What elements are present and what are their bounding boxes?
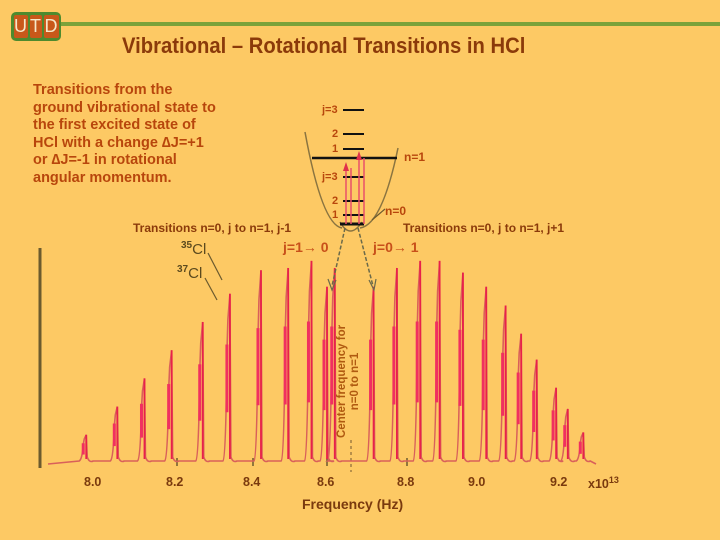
x-tick-8-6: 8.6 (317, 475, 335, 489)
p-branch-label: Transitions n=0, j to n=1, j-1 (133, 221, 292, 235)
spectrum-trace (47, 260, 597, 465)
isotope-35-symbol: Cl (192, 241, 207, 258)
center-frequency-note: Center frequency for n=0 to n=1 (336, 325, 362, 438)
x-axis-label: Frequency (Hz) (302, 496, 404, 512)
x-axis-multiplier: x1013 (588, 475, 619, 491)
x-tick-8-8: 8.8 (397, 475, 415, 489)
lower-level-j1: 1 (332, 209, 339, 221)
r-branch-label: Transitions n=0, j to n=1, j+1 (403, 221, 565, 235)
upper-level-j1: 1 (332, 143, 339, 155)
multiplier-base: x10 (588, 477, 609, 492)
logo-letter-u: U (14, 15, 28, 38)
header-rule (60, 22, 720, 26)
lower-level-j3: j=3 (322, 171, 338, 183)
isotope-37cl-label: 37Cl (177, 264, 202, 282)
multiplier-exponent: 13 (608, 475, 619, 485)
isotope-37-mass: 37 (177, 264, 189, 275)
center-note-line1: Center frequency for (336, 324, 348, 438)
center-note-line2: n=0 to n=1 (349, 352, 361, 411)
x-tick-8-4: 8.4 (243, 475, 261, 489)
isotope-pointer-arrows (204, 252, 223, 301)
logo-letter-d: D (44, 15, 59, 38)
isotope-35-mass: 35 (181, 240, 193, 251)
description-text: Transitions from the ground vibrational … (33, 82, 216, 186)
x-tick-9-0: 9.0 (468, 475, 486, 489)
logo-letter-t: T (30, 15, 42, 38)
upper-level-j3: j=3 (322, 104, 338, 116)
x-tick-9-2: 9.2 (550, 475, 568, 489)
energy-level-diagram (304, 109, 399, 232)
n1-label: n=1 (404, 150, 426, 164)
spectrum-peaks (47, 260, 597, 465)
transition-pointer-arrows (331, 227, 374, 287)
lower-level-j2: 2 (332, 195, 339, 207)
n0-label: n=0 (385, 204, 407, 218)
x-tick-8-0: 8.0 (84, 475, 102, 489)
isotope-35cl-label: 35Cl (181, 240, 206, 258)
upper-level-j2: 2 (332, 128, 339, 140)
page-title: Vibrational – Rotational Transitions in … (122, 33, 526, 58)
x-tick-8-2: 8.2 (166, 475, 184, 489)
isotope-37-symbol: Cl (188, 265, 203, 282)
r-first-transition: j=0→ 1 (373, 239, 419, 255)
utd-logo: U T D (11, 12, 61, 41)
p-first-transition: j=1→ 0 (283, 239, 329, 255)
